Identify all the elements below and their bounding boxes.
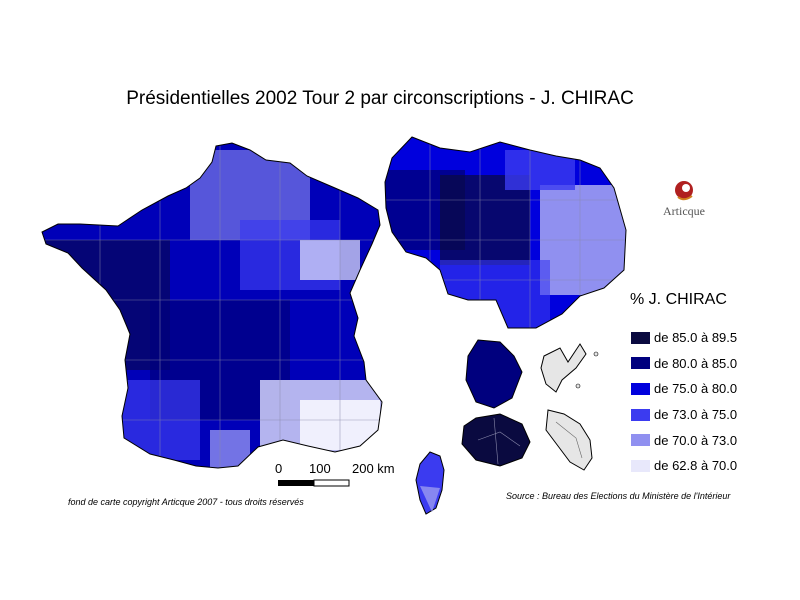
legend-swatch bbox=[631, 382, 650, 395]
articque-logo-text: Articque bbox=[663, 204, 705, 218]
scale-bar bbox=[278, 479, 350, 487]
legend-item: de 62.8 à 70.0 bbox=[631, 453, 737, 479]
legend-item: de 75.0 à 80.0 bbox=[631, 376, 737, 402]
copyright-note: fond de carte copyright Articque 2007 - … bbox=[68, 497, 304, 507]
legend-swatch bbox=[631, 331, 650, 344]
guadeloupe-shape bbox=[540, 343, 587, 393]
ile-de-france-inset bbox=[384, 136, 627, 329]
legend-swatch bbox=[631, 459, 650, 472]
map-title: Présidentielles 2002 Tour 2 par circonsc… bbox=[126, 88, 634, 109]
legend-label: de 85.0 à 89.5 bbox=[654, 330, 738, 346]
legend-item: de 80.0 à 85.0 bbox=[631, 351, 737, 377]
legend-swatch bbox=[631, 434, 650, 447]
scale-label-100: 100 bbox=[309, 461, 331, 476]
legend: de 85.0 à 89.5 de 80.0 à 85.0 de 75.0 à … bbox=[631, 325, 737, 479]
corse-shape bbox=[415, 451, 445, 515]
legend-item: de 73.0 à 75.0 bbox=[631, 402, 737, 428]
legend-swatch bbox=[631, 408, 650, 421]
legend-label: de 75.0 à 80.0 bbox=[654, 381, 738, 397]
legend-label: de 80.0 à 85.0 bbox=[654, 355, 738, 371]
legend-label: de 70.0 à 73.0 bbox=[654, 432, 738, 448]
legend-item: de 70.0 à 73.0 bbox=[631, 427, 737, 453]
scale-label-0: 0 bbox=[275, 461, 283, 476]
france-mainland bbox=[41, 142, 383, 469]
legend-title: % J. CHIRAC bbox=[630, 291, 727, 308]
martinique-shape bbox=[545, 409, 593, 471]
scale-label-200: 200 km bbox=[352, 461, 395, 476]
guyane-shape bbox=[465, 339, 523, 409]
legend-item: de 85.0 à 89.5 bbox=[631, 325, 737, 351]
legend-label: de 62.8 à 70.0 bbox=[654, 458, 738, 474]
legend-label: de 73.0 à 75.0 bbox=[654, 407, 738, 423]
legend-swatch bbox=[631, 357, 650, 370]
articque-logo-icon bbox=[675, 181, 693, 201]
source-note: Source : Bureau des Elections du Ministè… bbox=[506, 491, 731, 501]
